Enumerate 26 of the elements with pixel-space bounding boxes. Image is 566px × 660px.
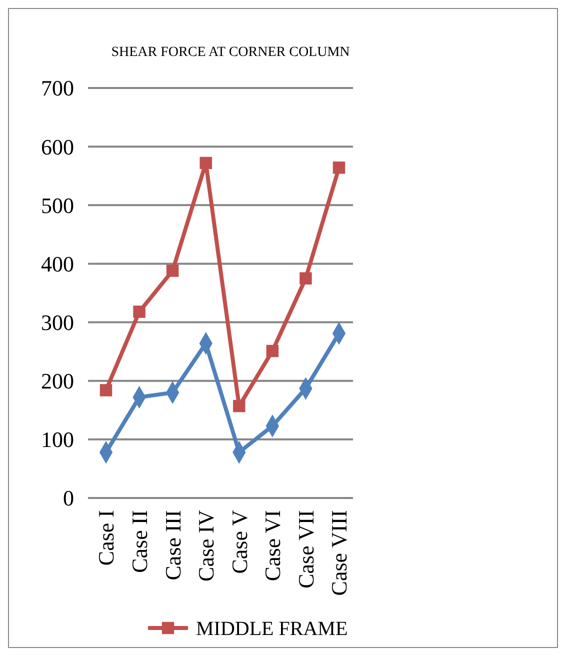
- x-tick-label: Case IV: [194, 510, 219, 582]
- y-tick-label: 600: [41, 134, 74, 160]
- y-tick-label: 200: [41, 368, 74, 394]
- y-tick-label: 300: [41, 310, 74, 335]
- x-tick-label: Case II: [126, 510, 152, 573]
- y-tick-label: 0: [63, 486, 74, 511]
- y-tick-label: 100: [41, 427, 74, 452]
- chart-title: SHEAR FORCE AT CORNER COLUMN: [111, 45, 350, 60]
- point: [233, 400, 246, 412]
- point: [100, 384, 112, 396]
- point: [266, 344, 279, 358]
- x-tick-label: Case III: [160, 510, 186, 580]
- x-tick-label: Case VI: [260, 510, 286, 582]
- y-tick-label: 400: [41, 251, 74, 276]
- y-tick-label: 700: [41, 76, 74, 101]
- point: [332, 162, 346, 174]
- x-tick-label: Case I: [94, 510, 119, 566]
- point: [166, 264, 179, 277]
- point: [300, 272, 312, 284]
- y-tick-label: 500: [41, 192, 74, 218]
- legend-label: MIDDLE FRAME: [196, 618, 348, 640]
- x-tick-label: Case VIII: [326, 510, 352, 596]
- point: [133, 306, 146, 318]
- x-tick-label: Case VII: [293, 510, 318, 588]
- point: [200, 156, 212, 170]
- x-tick-label: Case V: [226, 510, 252, 574]
